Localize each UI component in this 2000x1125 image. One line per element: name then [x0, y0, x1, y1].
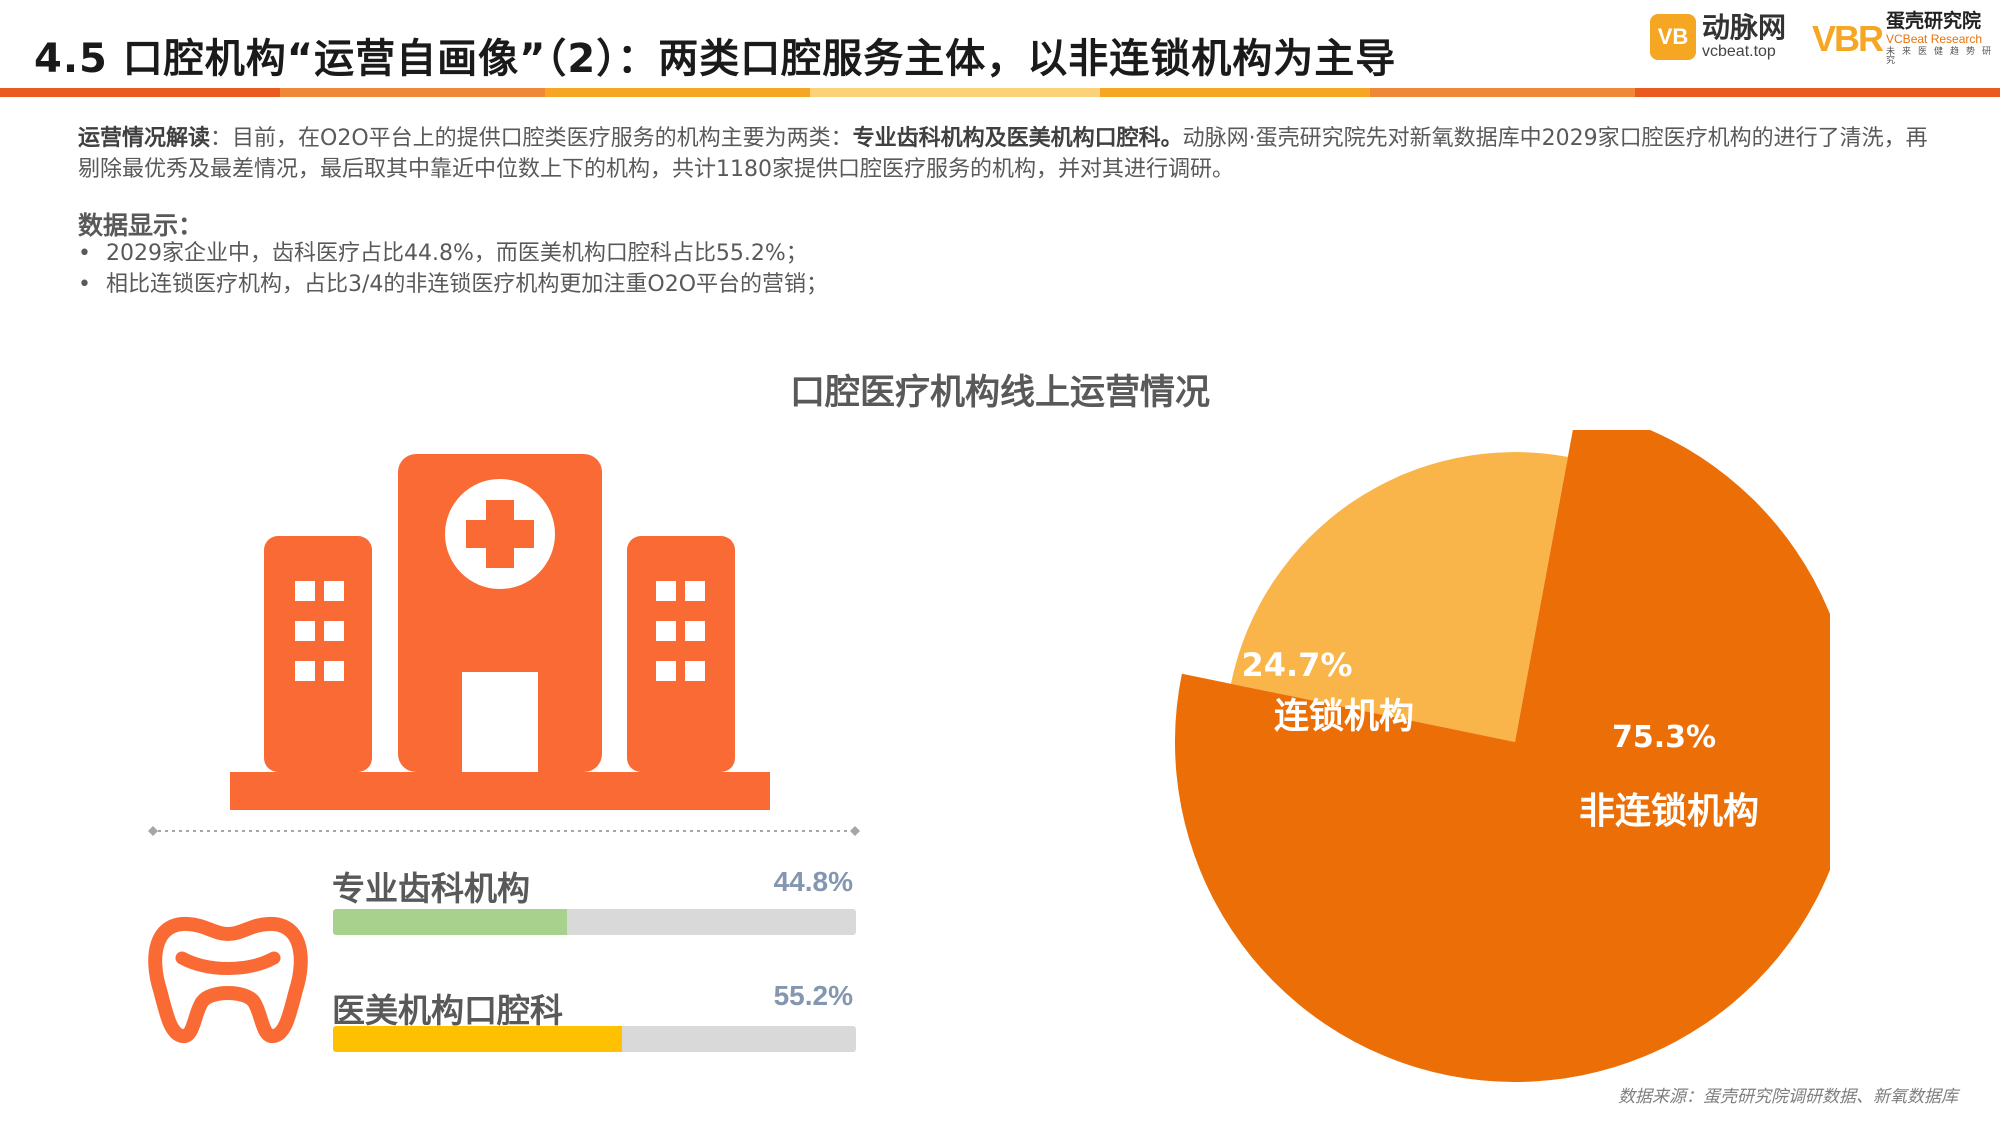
vcbeat-logo-cn: 动脉网 [1702, 11, 1787, 44]
bar-value-dental: 44.8% [773, 866, 853, 897]
vbr-logo-tagline: 未来医健趋势研究 [1886, 47, 1999, 66]
header-bar-segment [1370, 88, 1635, 97]
data-heading: 数据显示： [78, 211, 204, 240]
divider-line [148, 826, 860, 836]
intro-bold: 专业齿科机构及医美机构口腔科。 [852, 126, 1183, 151]
bar-value-medical-beauty: 55.2% [773, 980, 853, 1011]
data-bullets: • 2029家企业中，齿科医疗占比44.8%，而医美机构口腔科占比55.2%； •… [78, 238, 828, 300]
pie-label-chain: 连锁机构 [1274, 697, 1414, 737]
pie-slice-chain [1230, 452, 1568, 742]
header-bar-segment [1100, 88, 1370, 97]
pie-slice-non-chain [1175, 430, 1830, 1082]
vcbeat-research-logo: VBR 蛋壳研究院 VCBeat Research 未来医健趋势研究 [1812, 12, 2000, 66]
header-bar-segment [0, 88, 280, 97]
vcbeat-logo: VB 动脉网 vcbeat.top [1650, 14, 1786, 60]
header-bar-segment [810, 88, 1100, 97]
intro-paragraph: 运营情况解读：目前，在O2O平台上的提供口腔类医疗服务的机构主要为两类：专业齿科… [78, 123, 1938, 185]
vcbeat-badge-icon: VB [1650, 14, 1696, 60]
bar-track-medical-beauty [333, 1026, 856, 1052]
header-bar-segment [545, 88, 810, 97]
header-color-bar [0, 88, 2000, 97]
intro-text-b: 动脉网·蛋壳研究院先对新氧数据库中2029家口腔医疗机构的进行了清洗，再剔除最优… [78, 126, 1928, 182]
bar-dental [333, 909, 568, 935]
hospital-icon [230, 454, 770, 810]
page-title: 4.5 口腔机构“运营自画像”（2）：两类口腔服务主体，以非连锁机构为主导 [34, 36, 1397, 82]
vbr-logo-mark: VBR [1812, 18, 1884, 59]
bar-label-dental: 专业齿科机构 [332, 869, 530, 908]
bar-label-medical-beauty: 医美机构口腔科 [332, 991, 563, 1030]
header-bar-segment [280, 88, 545, 97]
intro-text-a: ：目前，在O2O平台上的提供口腔类医疗服务的机构主要为两类： [210, 126, 853, 151]
vcbeat-logo-en: vcbeat.top [1702, 43, 1776, 60]
intro-label: 运营情况解读 [78, 126, 211, 151]
header-bar-segment [1635, 88, 2000, 97]
pie-value-chain: 24.7% [1241, 646, 1352, 684]
tooth-icon [148, 917, 308, 1043]
bullet-item: • 2029家企业中，齿科医疗占比44.8%，而医美机构口腔科占比55.2%； [78, 241, 808, 266]
bullet-item: • 相比连锁医疗机构，占比3/4的非连锁医疗机构更加注重O2O平台的营销； [78, 272, 829, 297]
vbr-logo-en: VCBeat Research [1886, 32, 1983, 46]
pie-chart: 24.7% 连锁机构 75.3% 非连锁机构 [1175, 430, 1830, 1082]
bar-medical-beauty [333, 1026, 622, 1052]
vbr-logo-cn: 蛋壳研究院 [1886, 10, 1982, 32]
chart-title: 口腔医疗机构线上运营情况 [789, 373, 1210, 413]
pie-label-non-chain: 非连锁机构 [1579, 791, 1759, 832]
pie-value-non-chain: 75.3% [1612, 720, 1716, 755]
bar-track-dental [333, 909, 856, 935]
source-note: 数据来源：蛋壳研究院调研数据、新氧数据库 [1618, 1087, 1958, 1107]
